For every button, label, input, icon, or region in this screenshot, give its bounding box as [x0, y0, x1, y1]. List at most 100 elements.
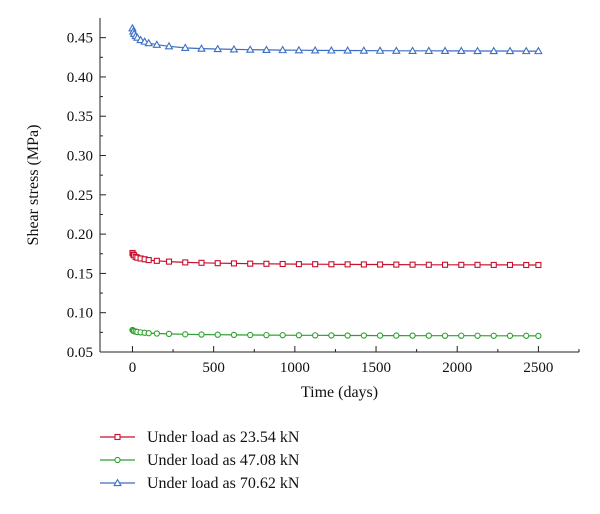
data-point [441, 261, 449, 268]
data-point [229, 44, 239, 53]
data-point [473, 46, 482, 55]
y-tick-label: 0.45 [67, 31, 93, 47]
data-point [295, 261, 302, 268]
y-tick-label: 0.30 [67, 149, 93, 165]
data-point [182, 259, 189, 266]
data-point [377, 261, 384, 268]
y-tick-label: 0.20 [67, 227, 93, 243]
data-point [440, 46, 450, 55]
data-point [490, 261, 497, 268]
data-point [523, 261, 530, 269]
y-tick-label: 0.35 [67, 109, 93, 125]
data-point [312, 261, 319, 268]
legend-item: Under load as 70.62 kN [100, 475, 300, 492]
series-circle [129, 326, 542, 340]
data-point [247, 260, 254, 267]
data-point [230, 331, 238, 339]
legend-item: Under load as 23.54 kN [100, 429, 300, 446]
data-point [409, 261, 416, 268]
data-point [153, 257, 160, 264]
data-point [458, 261, 465, 268]
y-tick-label: 0.05 [67, 345, 93, 361]
data-point [144, 38, 154, 47]
series-triangle [128, 23, 543, 55]
data-point [328, 332, 335, 339]
legend-item: Under load as 47.08 kN [100, 452, 300, 469]
data-point [198, 331, 205, 338]
axes: 0.05 0.10 0.15 0.20 0.25 0.30 0.35 0.40 0.45 0 500… [67, 18, 580, 376]
data-point [490, 332, 497, 339]
data-point [327, 45, 336, 54]
data-point [535, 261, 542, 269]
data-point [456, 46, 466, 55]
legend-marker [113, 478, 122, 487]
data-point [164, 41, 174, 50]
data-point [489, 46, 499, 55]
data-point [214, 331, 221, 338]
legend-marker [114, 433, 121, 441]
data-point [198, 259, 205, 266]
x-axis-label: Time (days) [301, 384, 378, 401]
data-point [182, 331, 189, 338]
legend-label: Under load as 70.62 kN [147, 475, 300, 492]
data-point [360, 261, 367, 268]
data-point [360, 332, 368, 339]
data-point [153, 330, 160, 337]
data-point [441, 332, 449, 339]
data-point [136, 35, 145, 44]
data-point [180, 43, 190, 51]
series-layer [128, 23, 543, 340]
data-point [506, 261, 514, 268]
x-tick-label: 2000 [442, 360, 472, 376]
data-point [393, 261, 400, 268]
x-tick-label: 0 [129, 360, 137, 376]
data-point [328, 261, 335, 268]
data-point [474, 332, 481, 339]
y-tick-label: 0.25 [67, 188, 93, 204]
legend-label: Under load as 23.54 kN [147, 429, 300, 446]
data-point [409, 332, 416, 339]
data-point [165, 258, 173, 265]
data-point [278, 45, 288, 54]
data-point [521, 46, 531, 55]
data-point [310, 45, 320, 54]
data-point [359, 46, 369, 54]
x-tick-label: 2500 [523, 360, 553, 376]
series-square [129, 249, 542, 269]
data-point [247, 331, 254, 339]
data-point [245, 45, 255, 53]
data-point [534, 46, 543, 55]
y-tick-label: 0.40 [67, 70, 93, 86]
data-point [279, 260, 286, 268]
data-point [408, 46, 417, 54]
data-point [197, 44, 206, 52]
legend: Under load as 23.54 kN Under load as 47.0… [100, 429, 300, 492]
data-point [311, 332, 319, 339]
data-point [474, 261, 481, 268]
data-point [294, 45, 304, 54]
data-point [376, 332, 384, 339]
data-point [375, 46, 385, 54]
data-point [263, 260, 270, 267]
data-point [391, 46, 401, 54]
data-point [140, 37, 150, 45]
legend-marker [114, 456, 121, 464]
y-tick-label: 0.15 [67, 266, 93, 282]
data-point [262, 45, 271, 54]
legend-label: Under load as 47.08 kN [147, 452, 300, 469]
x-tick-label: 500 [202, 360, 225, 376]
data-point [343, 46, 352, 54]
data-point [344, 261, 351, 268]
data-point [535, 332, 542, 340]
data-point [279, 332, 286, 339]
y-axis-label: Shear stress (MPa) [25, 125, 42, 246]
data-point [165, 330, 173, 338]
data-point [393, 332, 400, 339]
data-point [344, 332, 351, 339]
data-point [523, 332, 530, 339]
data-point [424, 46, 434, 54]
data-point [263, 331, 270, 339]
y-tick-label: 0.10 [67, 306, 93, 322]
data-point [425, 332, 432, 339]
